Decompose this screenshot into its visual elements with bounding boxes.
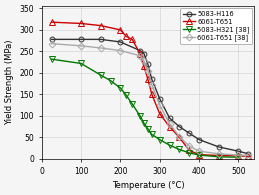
6061-T651	[150, 93, 153, 96]
6061-T651 [38]	[247, 154, 250, 157]
5083-H321 [38]	[125, 94, 128, 97]
5083-H321 [38]	[131, 103, 134, 105]
6061-T651 [38]	[188, 145, 191, 147]
5083-H321 [38]	[80, 62, 83, 65]
5083-H116	[247, 153, 250, 155]
5083-H116	[217, 146, 220, 148]
6061-T651	[168, 126, 171, 128]
6061-T651	[217, 154, 220, 157]
6061-T651	[50, 21, 53, 23]
6061-T651 [38]	[142, 60, 146, 62]
5083-H321 [38]	[188, 152, 191, 154]
5083-H116	[50, 38, 53, 41]
5083-H116	[142, 52, 146, 55]
X-axis label: Temperature (°C): Temperature (°C)	[112, 181, 184, 190]
Line: 6061-T651 [38]: 6061-T651 [38]	[49, 41, 251, 158]
6061-T651	[99, 24, 102, 27]
5083-H116	[146, 63, 149, 66]
6061-T651 [38]	[150, 84, 153, 86]
5083-H321 [38]	[109, 80, 112, 82]
6061-T651 [38]	[237, 154, 240, 156]
5083-H116	[158, 98, 161, 100]
6061-T651	[125, 35, 128, 37]
5083-H116	[150, 78, 153, 81]
6061-T651	[119, 29, 122, 31]
Line: 6061-T651: 6061-T651	[49, 19, 251, 159]
6061-T651 [38]	[198, 150, 201, 152]
5083-H321 [38]	[217, 156, 220, 158]
5083-H116	[188, 132, 191, 134]
5083-H321 [38]	[119, 87, 122, 89]
5083-H321 [38]	[198, 154, 201, 156]
5083-H116	[237, 150, 240, 152]
6061-T651	[158, 113, 161, 115]
6061-T651 [38]	[119, 49, 122, 52]
5083-H321 [38]	[146, 128, 149, 130]
6061-T651 [38]	[99, 47, 102, 49]
5083-H116	[80, 38, 83, 41]
6061-T651 [38]	[146, 70, 149, 72]
6061-T651	[247, 155, 250, 158]
5083-H321 [38]	[142, 122, 146, 124]
5083-H321 [38]	[139, 115, 142, 117]
6061-T651	[188, 149, 191, 152]
5083-H116	[198, 138, 201, 141]
6061-T651	[142, 65, 146, 68]
Y-axis label: Yield Strength (MPa): Yield Strength (MPa)	[5, 40, 14, 125]
5083-H321 [38]	[168, 144, 171, 146]
5083-H321 [38]	[150, 133, 153, 136]
Legend: 5083-H116, 6061-T651, 5083-H321 [38], 6061-T651 [38]: 5083-H116, 6061-T651, 5083-H321 [38], 60…	[181, 8, 252, 44]
6061-T651	[131, 38, 134, 41]
Line: 5083-H321 [38]: 5083-H321 [38]	[49, 56, 241, 160]
6061-T651 [38]	[80, 45, 83, 47]
5083-H321 [38]	[237, 156, 240, 158]
5083-H116	[139, 49, 142, 52]
6061-T651 [38]	[50, 43, 53, 45]
6061-T651	[178, 136, 181, 139]
5083-H116	[178, 126, 181, 128]
6061-T651 [38]	[178, 135, 181, 138]
6061-T651	[80, 22, 83, 25]
Line: 5083-H116: 5083-H116	[49, 37, 251, 156]
6061-T651 [38]	[158, 104, 161, 106]
5083-H116	[119, 41, 122, 43]
5083-H321 [38]	[178, 148, 181, 151]
6061-T651	[198, 153, 201, 156]
6061-T651 [38]	[139, 55, 142, 57]
5083-H321 [38]	[50, 58, 53, 60]
5083-H321 [38]	[158, 138, 161, 141]
6061-T651	[237, 155, 240, 157]
5083-H116	[99, 38, 102, 41]
5083-H116	[168, 117, 171, 119]
5083-H321 [38]	[99, 74, 102, 76]
6061-T651	[146, 78, 149, 81]
6061-T651 [38]	[168, 122, 171, 125]
6061-T651 [38]	[217, 153, 220, 155]
6061-T651	[139, 52, 142, 55]
